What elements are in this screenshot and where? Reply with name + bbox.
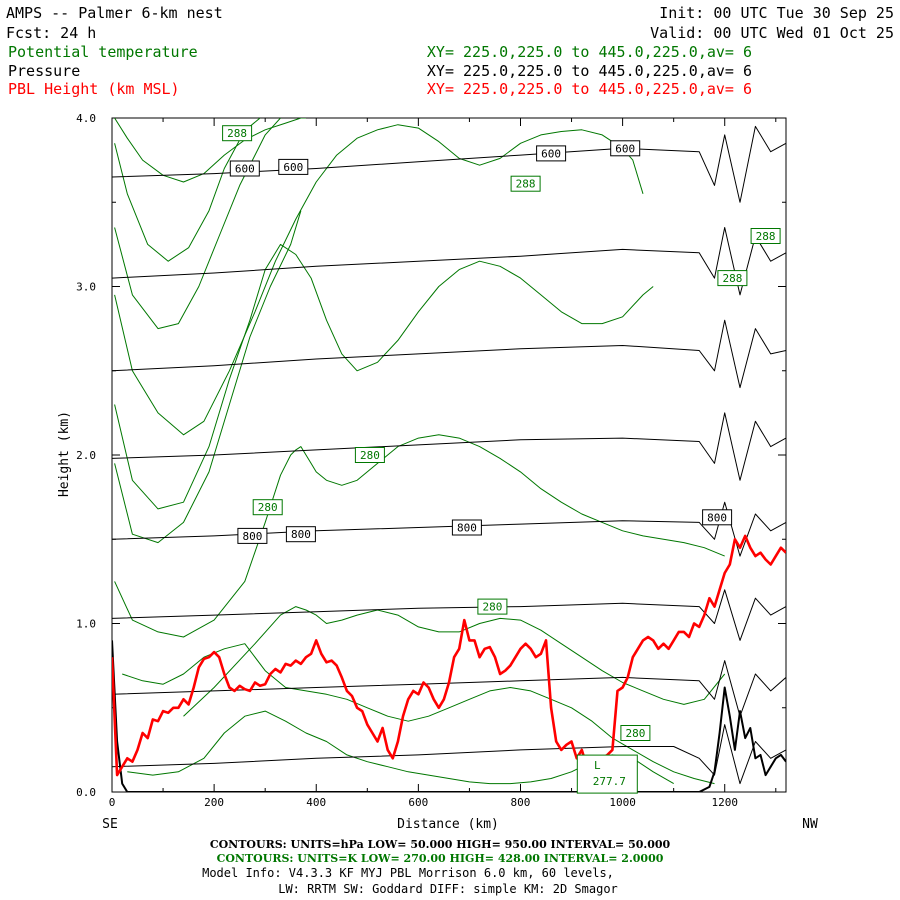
- plot-clip-group: [112, 118, 786, 792]
- theta-contour-label-box: [354, 447, 385, 463]
- pressure-contour-label-box: [702, 509, 733, 526]
- theta-contour-label-box: [717, 270, 748, 287]
- field-pressure-xy: XY= 225.0,225.0 to 445.0,225.0,av= 6: [427, 62, 752, 80]
- theta-contour-label-box: [477, 598, 508, 615]
- pressure-contour: [112, 501, 786, 557]
- field-theta-name: Potential temperature: [8, 43, 198, 61]
- pressure-contour-label-box: [229, 160, 260, 177]
- y-tick-label: 0.0: [76, 786, 96, 799]
- terrain-line: [112, 640, 786, 792]
- pressure-contour-label: 800: [291, 528, 311, 541]
- theta-contour-label: 288: [756, 230, 776, 243]
- y-tick-label: 4.0: [76, 112, 96, 125]
- field-pbl-xy: XY= 225.0,225.0 to 445.0,225.0,av= 6: [427, 80, 752, 98]
- x-tick-label: 600: [408, 796, 428, 809]
- pressure-contour-label-box: [451, 519, 482, 536]
- pressure-contour-label: 600: [615, 142, 635, 155]
- pressure-contour-label: 800: [707, 511, 727, 524]
- theta-contour-label-box: [750, 228, 781, 244]
- plot-title: AMPS -- Palmer 6-km nest: [6, 4, 223, 22]
- footer-theta-contours: CONTOURS: UNITS=K LOW= 270.00 HIGH= 428.…: [217, 852, 664, 865]
- pressure-contour-label-box: [536, 145, 567, 162]
- theta-contour-label-box: [620, 725, 651, 741]
- x-tick-label: 400: [306, 796, 326, 809]
- field-theta-xy: XY= 225.0,225.0 to 445.0,225.0,av= 6: [427, 43, 752, 61]
- y-axis-label: Height (km): [57, 411, 72, 497]
- pressure-contour: [112, 319, 786, 389]
- pressure-contour-label-box: [278, 158, 309, 175]
- field-pressure-name: Pressure: [8, 62, 80, 80]
- theta-contour-label: 288: [516, 178, 536, 191]
- pressure-contour: [112, 724, 786, 785]
- pressure-contour-label: 600: [283, 161, 303, 174]
- theta-contour-label: 288: [227, 127, 247, 140]
- x-tick-label: 800: [511, 796, 531, 809]
- minimum-marker-letter: L: [594, 759, 601, 772]
- pressure-contour-label-box: [285, 526, 316, 543]
- x-tick-label: 1200: [711, 796, 738, 809]
- x-axis-label: Distance (km): [397, 817, 499, 832]
- pressure-contour: [112, 227, 786, 296]
- footer-pressure-contours: CONTOURS: UNITS=hPa LOW= 50.000 HIGH= 95…: [210, 838, 671, 851]
- y-tick-label: 1.0: [76, 618, 96, 631]
- theta-contour: [114, 118, 281, 330]
- x-right-end-label: NW: [802, 817, 818, 832]
- forecast-hour: Fcst: 24 h: [6, 24, 96, 42]
- theta-contour-label: 288: [722, 272, 742, 285]
- minimum-marker-box: [576, 754, 638, 794]
- theta-contour: [114, 210, 302, 544]
- valid-time: Valid: 00 UTC Wed 01 Oct 25: [650, 24, 894, 42]
- x-left-end-label: SE: [102, 817, 118, 832]
- theta-contour: [114, 118, 306, 183]
- theta-contour-label: 280: [625, 727, 645, 740]
- footer-physics-info: LW: RRTM SW: Goddard DIFF: simple KM: 2D…: [278, 882, 618, 896]
- pressure-contour-label: 800: [242, 530, 262, 543]
- y-tick-label: 3.0: [76, 281, 96, 294]
- pressure-contour: [112, 412, 786, 481]
- y-tick-label: 2.0: [76, 449, 96, 462]
- theta-contour-label: 280: [360, 449, 380, 462]
- theta-contour-label: 280: [258, 501, 278, 514]
- theta-contour: [114, 243, 654, 510]
- pressure-contour: [112, 125, 786, 203]
- pressure-contour-label: 800: [457, 522, 477, 535]
- pressure-contour-label: 600: [541, 147, 561, 160]
- x-tick-label: 0: [109, 796, 116, 809]
- pbl-height-line: [112, 534, 786, 777]
- theta-contour: [122, 643, 715, 785]
- theta-contour-label-box: [222, 125, 253, 142]
- init-time: Init: 00 UTC Tue 30 Sep 25: [659, 4, 894, 22]
- pressure-contour-label: 600: [235, 163, 255, 176]
- field-pbl-name: PBL Height (km MSL): [8, 80, 180, 98]
- x-tick-label: 200: [204, 796, 224, 809]
- theta-contour: [183, 606, 726, 717]
- pressure-contour-label-box: [610, 140, 641, 157]
- minimum-marker-value: 277.7: [593, 775, 626, 788]
- theta-contour-label: 280: [482, 601, 502, 614]
- footer-model-info: Model Info: V4.3.3 KF MYJ PBL Morrison 6…: [202, 866, 614, 880]
- plot-area: 0 200 400 600 800 1000 1200 0.0 1.0 2.0 3.0 4.0 600 6…: [76, 112, 787, 809]
- pressure-contour: [112, 660, 786, 717]
- pressure-contour-label-box: [237, 527, 268, 544]
- theta-contour: [114, 124, 644, 436]
- pressure-contour: [112, 589, 786, 641]
- theta-contour-label-box: [252, 499, 283, 516]
- theta-contour-label-box: [510, 175, 541, 192]
- x-tick-label: 1000: [609, 796, 636, 809]
